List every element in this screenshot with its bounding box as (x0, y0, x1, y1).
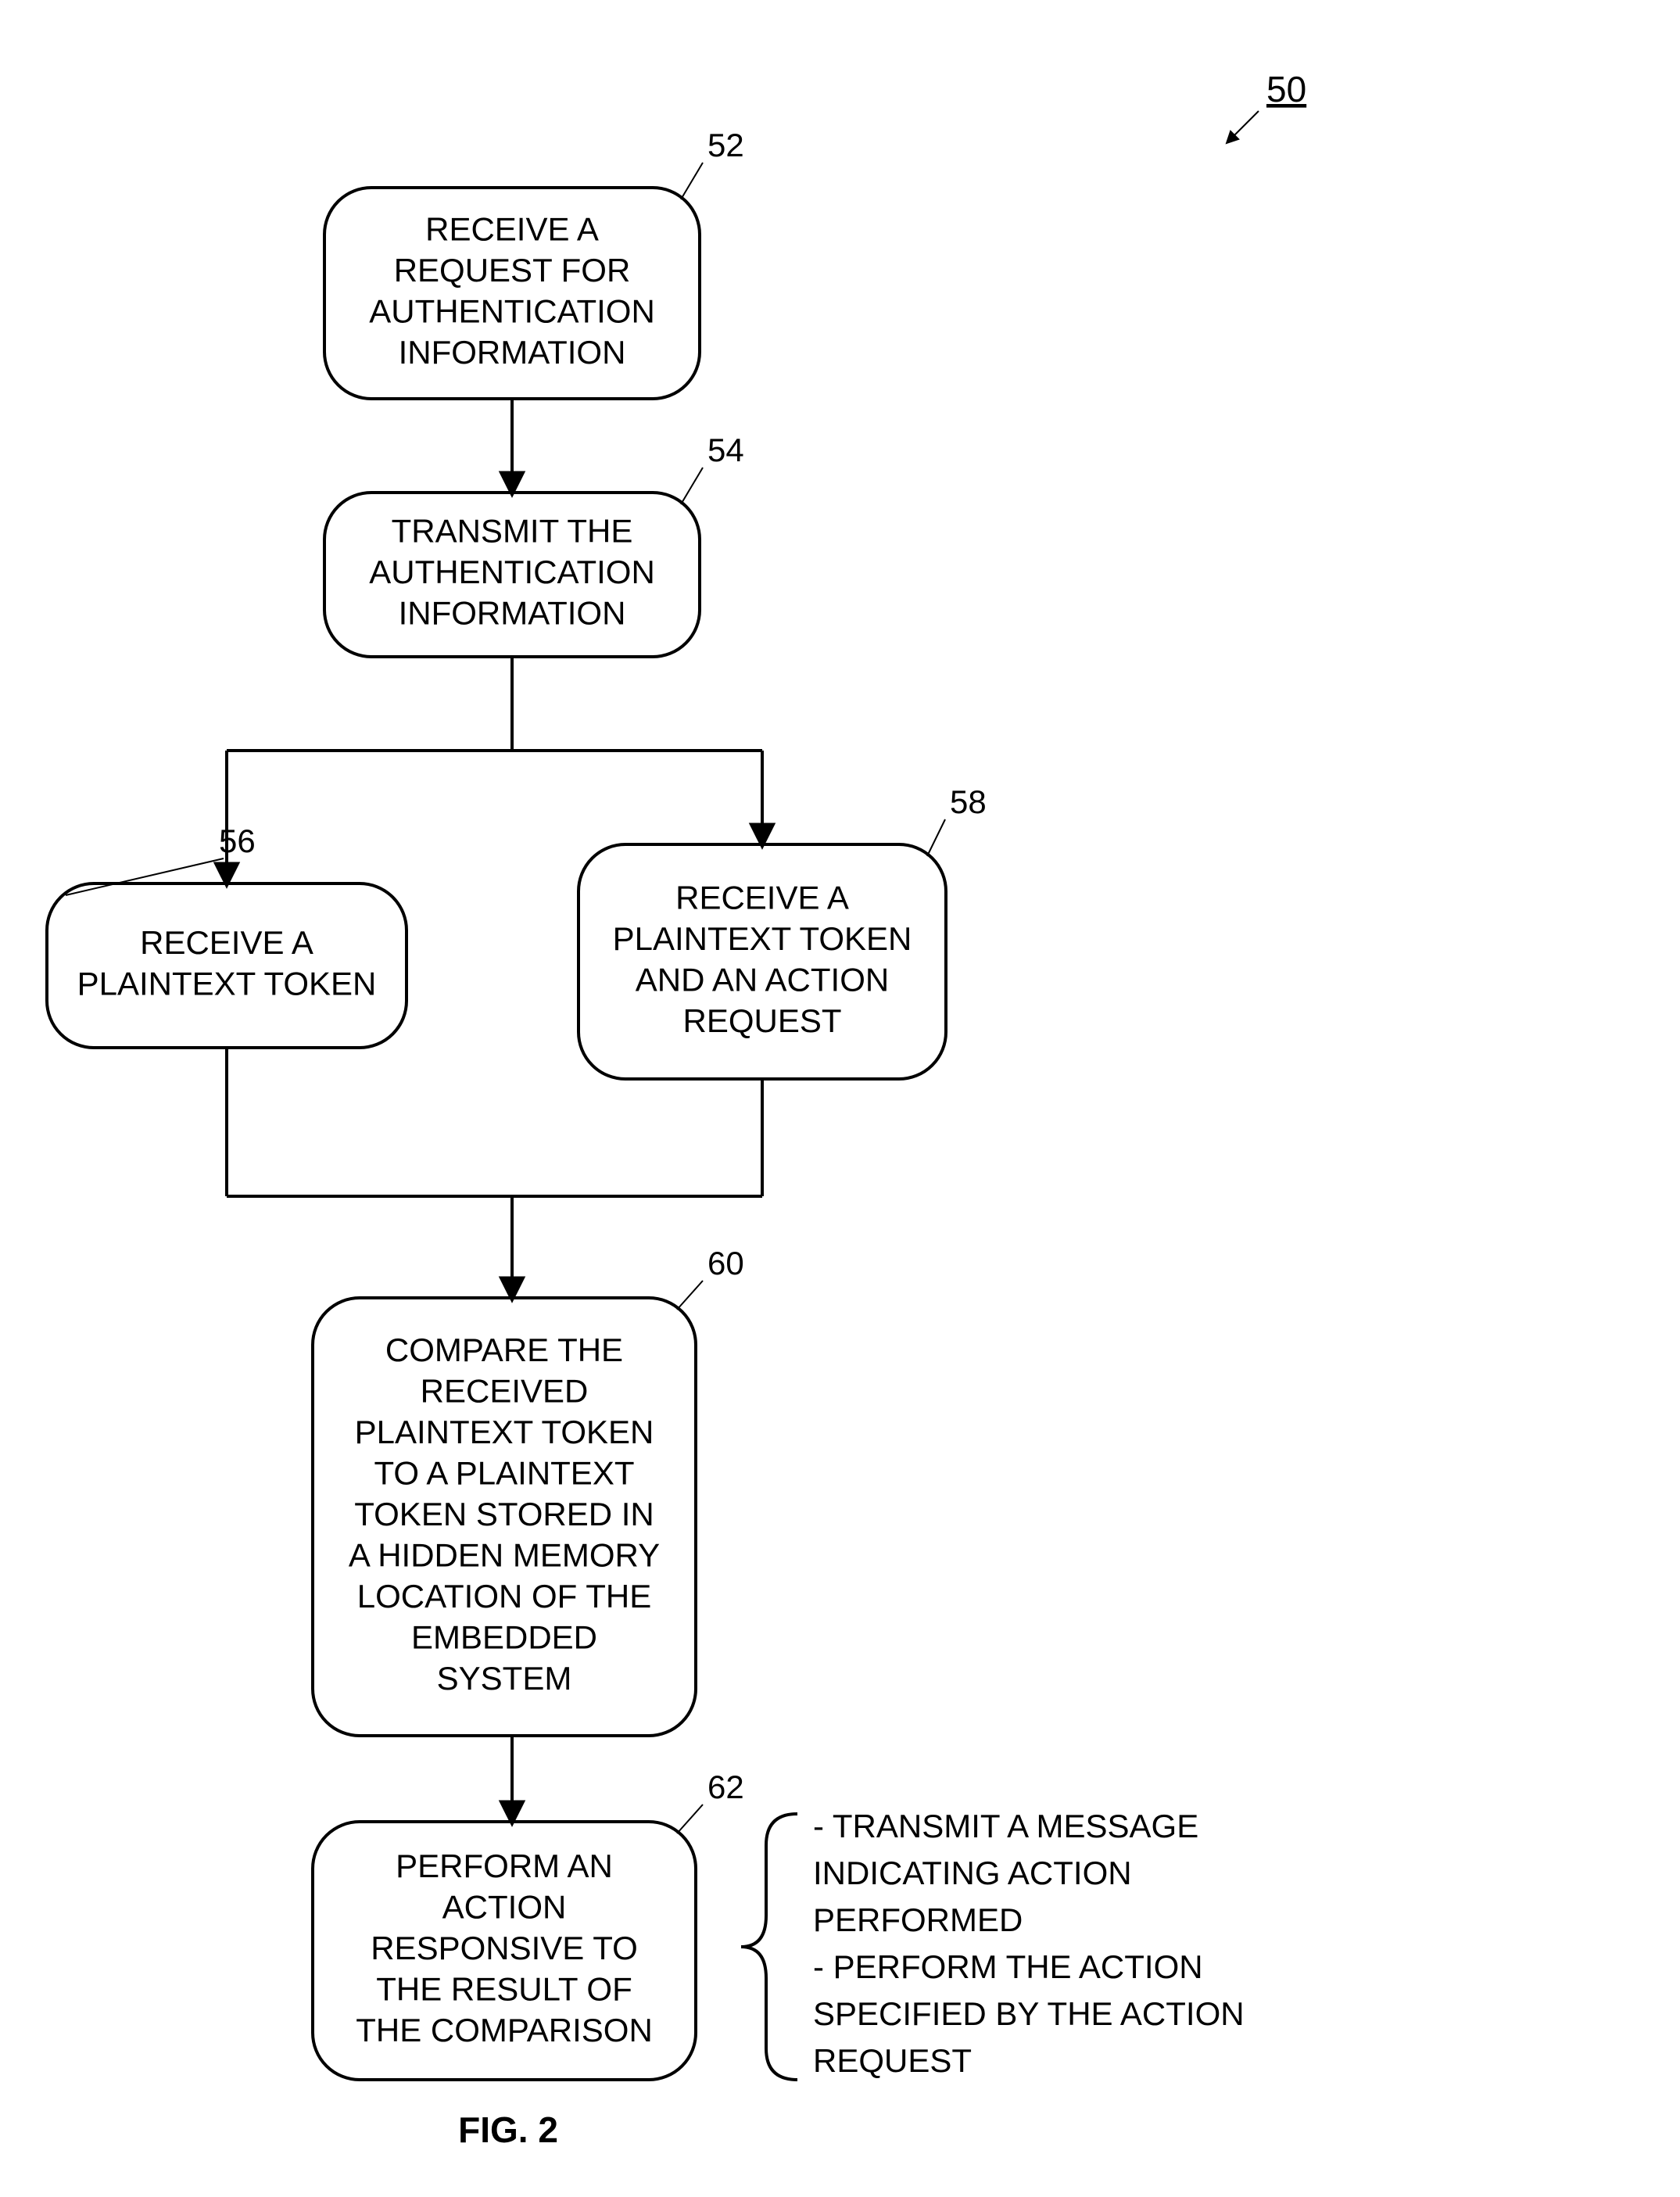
node-label: 58 (950, 783, 987, 820)
node-text: TOKEN STORED IN (354, 1496, 654, 1532)
node-text: INFORMATION (399, 334, 626, 371)
node-text: COMPARE THE (385, 1331, 623, 1368)
node-text: AND AN ACTION (636, 961, 889, 998)
node-text: RECEIVE A (425, 210, 599, 247)
node-label: 60 (707, 1245, 744, 1281)
flow-node-n62: PERFORM AN ACTION RESPONSIVE TO THE RESULT … (313, 1769, 744, 2080)
figure-label-tick (1227, 111, 1259, 142)
node-text: PLAINTEXT TOKEN (613, 920, 912, 957)
flowchart-figure: RECEIVE AREQUEST FORAUTHENTICATIONINFORM… (0, 0, 1680, 2197)
flow-node-n54: TRANSMIT THE AUTHENTICATION INFORMATION 54 (324, 432, 744, 657)
node-label: 52 (707, 127, 744, 163)
node-text: AUTHENTICATION (369, 554, 655, 590)
flow-node-n60: COMPARE THE RECEIVED PLAINTEXT TOKEN TO A P… (313, 1245, 744, 1736)
node-text: REQUEST (682, 1002, 841, 1039)
node-text: SYSTEM (437, 1660, 572, 1697)
node-text: TO A PLAINTEXT (374, 1455, 634, 1492)
annotation-line: - TRANSMIT A MESSAGE (813, 1808, 1198, 1844)
annotation-line: INDICATING ACTION (813, 1855, 1132, 1891)
node-label: 62 (707, 1769, 744, 1805)
annotation-line: PERFORMED (813, 1901, 1023, 1938)
node-text: PLAINTEXT TOKEN (77, 965, 377, 1002)
node-text: LOCATION OF THE (357, 1578, 651, 1615)
node-text: PERFORM AN (396, 1848, 613, 1884)
flow-node-n58: RECEIVE A PLAINTEXT TOKEN AND AN ACTION REQ… (579, 783, 987, 1079)
node-text: RESPONSIVE TO (371, 1930, 638, 1966)
node-text: RECEIVE A (675, 879, 849, 916)
node-text: RECEIVED (421, 1373, 589, 1410)
annotation-line: SPECIFIED BY THE ACTION (813, 1995, 1245, 2032)
node-text: AUTHENTICATION (369, 292, 655, 329)
figure-label: 50 (1266, 69, 1306, 109)
flow-node-n52: RECEIVE A REQUEST FORAUTHENTICATION INFORM… (324, 127, 744, 399)
node-text: ACTION (442, 1889, 567, 1926)
node-text: PLAINTEXT TOKEN (355, 1414, 654, 1450)
node-text: REQUEST FOR (394, 252, 631, 289)
node-text: RECEIVE A (140, 924, 313, 961)
annotation-line: - PERFORM THE ACTION (813, 1948, 1203, 1985)
node-text: EMBEDDED (411, 1619, 597, 1656)
node-label: 56 (219, 823, 256, 859)
node-text: THE COMPARISON (356, 2012, 653, 2048)
annotation-brace (741, 1814, 797, 2080)
node-text: INFORMATION (399, 595, 626, 632)
node-text: A HIDDEN MEMORY (349, 1537, 660, 1574)
node-text: TRANSMIT THE (392, 513, 633, 550)
node-text: THE RESULT OF (376, 1971, 632, 2008)
node-label: 54 (707, 432, 744, 468)
annotation-line: REQUEST (813, 2042, 972, 2079)
figure-caption: FIG. 2 (458, 2109, 558, 2150)
